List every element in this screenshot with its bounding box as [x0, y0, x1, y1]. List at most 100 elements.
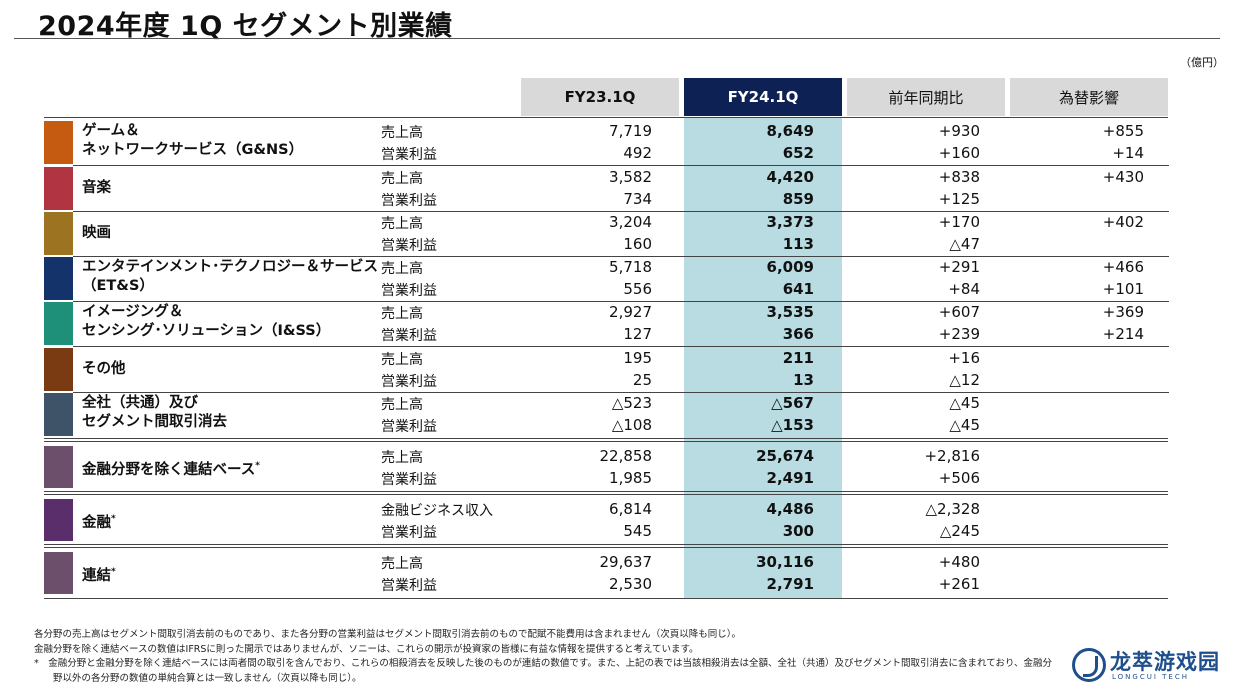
table-row: 売上高 5,718 6,009 +291 +466	[44, 256, 1168, 278]
segment-row: 映画 売上高 3,204 3,373 +170 +402 営業利益 160 113 △47	[44, 211, 1168, 256]
segment-row: 金融分野を除く連結ベース* 売上高 22,858 25,674 +2,816 営業利益 1,…	[44, 445, 1168, 489]
group-divider	[44, 117, 1168, 118]
row-label: 営業利益	[381, 578, 437, 594]
segment-row: イメージング＆ センシング･ソリューション（I&SS） 売上高 2,927 3,535 +…	[44, 301, 1168, 346]
header-fy24: FY24.1Q	[684, 78, 842, 116]
header-yoy: 前年同期比	[847, 78, 1005, 116]
segment-name-line: 映画	[82, 224, 111, 241]
row-label: 金融ビジネス収入	[381, 503, 493, 519]
yoy-value: △2,328	[925, 500, 980, 518]
footnote: * 金融分野と金融分野を除く連結ベースには両者間の取引を含んでおり、これらの相殺…	[34, 658, 1053, 669]
yoy-value: +84	[948, 280, 980, 298]
row-label: 営業利益	[381, 147, 437, 163]
fy23-value: 7,719	[609, 122, 652, 140]
table-row: 売上高 22,858 25,674 +2,816	[44, 445, 1168, 467]
segment-row: 金融* 金融ビジネス収入 6,814 4,486 △2,328 営業利益 545 300 △24…	[44, 498, 1168, 542]
segment-name: 連結*	[82, 563, 116, 586]
segment-name-line: 連結*	[82, 567, 116, 584]
table-row: 売上高 7,719 8,649 +930 +855	[44, 120, 1168, 142]
table-row: 売上高 △523 △567 △45	[44, 392, 1168, 414]
segment-name-line: 金融*	[82, 514, 116, 531]
footnote: 野以外の各分野の数値の単純合算とは一致しません（次頁以降も同じ）。	[34, 672, 362, 684]
fy23-value: 127	[623, 325, 652, 343]
yoy-value: △47	[949, 235, 980, 253]
segment-row: 連結* 売上高 29,637 30,116 +480 営業利益 2,530 2,791 +261	[44, 551, 1168, 595]
fy23-value: 1,985	[609, 469, 652, 487]
fy23-value: 5,718	[609, 258, 652, 276]
table-row: 売上高 2,927 3,535 +607 +369	[44, 301, 1168, 323]
fx-value: +369	[1102, 303, 1144, 321]
fy24-value: 4,486	[766, 500, 814, 518]
fy23-value: 556	[623, 280, 652, 298]
fy24-value: 113	[782, 235, 814, 253]
yoy-value: △45	[949, 416, 980, 434]
row-label: 営業利益	[381, 419, 437, 435]
footnote: 各分野の売上高はセグメント間取引消去前のものであり、また各分野の営業利益はセグメ…	[34, 629, 741, 640]
table-row: 売上高 3,582 4,420 +838 +430	[44, 166, 1168, 188]
row-label: 売上高	[381, 125, 423, 141]
row-label: 営業利益	[381, 374, 437, 390]
fx-value: +466	[1102, 258, 1144, 276]
row-divider	[73, 392, 1169, 393]
row-label: 売上高	[381, 216, 423, 232]
segment-color-bar	[44, 257, 73, 300]
yoy-value: +930	[938, 122, 980, 140]
yoy-value: +160	[938, 144, 980, 162]
segment-name-line: 全社（共通）及び	[82, 395, 198, 411]
segment-color-bar	[44, 121, 73, 164]
table-row: 営業利益 556 641 +84 +101	[44, 278, 1168, 300]
fy23-value: 22,858	[599, 447, 653, 465]
fy23-value: 195	[623, 349, 652, 367]
segment-name: 映画	[82, 224, 111, 243]
footnote-mark: *	[111, 567, 116, 577]
row-label: 売上高	[381, 397, 423, 413]
fy24-value: 859	[782, 190, 814, 208]
fy23-value: 160	[623, 235, 652, 253]
table-row: 営業利益 160 113 △47	[44, 233, 1168, 255]
table-row: 営業利益 492 652 +160 +14	[44, 142, 1168, 164]
fy23-value: △523	[611, 394, 652, 412]
table-row: 金融ビジネス収入 6,814 4,486 △2,328	[44, 498, 1168, 520]
segment-name-line: センシング･ソリューション（I&SS）	[82, 323, 331, 339]
table-row: 売上高 29,637 30,116 +480	[44, 551, 1168, 573]
fx-value: +214	[1102, 325, 1144, 343]
fx-value: +101	[1102, 280, 1144, 298]
table-row: 営業利益 734 859 +125	[44, 188, 1168, 210]
footnote-mark: *	[255, 461, 260, 471]
segment-color-bar	[44, 167, 73, 210]
table-row: 営業利益 545 300 △245	[44, 520, 1168, 542]
fx-value: +14	[1112, 144, 1144, 162]
yoy-value: +239	[938, 325, 980, 343]
segment-name-line: セグメント間取引消去	[82, 414, 227, 430]
fy24-value: △153	[771, 416, 814, 434]
fx-value: +855	[1102, 122, 1144, 140]
yoy-value: +125	[938, 190, 980, 208]
yoy-value: △45	[949, 394, 980, 412]
segment-color-bar	[44, 499, 73, 541]
segment-color-bar	[44, 552, 73, 594]
table-row: 売上高 195 211 +16	[44, 347, 1168, 369]
fy23-value: 734	[623, 190, 652, 208]
unit-label: （億円）	[1180, 56, 1224, 69]
fy24-value: △567	[771, 394, 814, 412]
row-label: 売上高	[381, 261, 423, 277]
fx-value: +430	[1102, 168, 1144, 186]
row-divider	[73, 301, 1169, 302]
row-label: 売上高	[381, 352, 423, 368]
segment-name-line: ネットワークサービス（G&NS）	[82, 142, 304, 158]
fy24-value: 211	[782, 349, 814, 367]
row-label: 売上高	[381, 171, 423, 187]
segment-color-bar	[44, 212, 73, 255]
yoy-value: △245	[939, 522, 980, 540]
yoy-value: +838	[938, 168, 980, 186]
page-title: 2024年度 1Q セグメント別業績	[38, 11, 453, 42]
row-label: 売上高	[381, 556, 423, 572]
group-divider	[44, 598, 1168, 599]
footnotes: 各分野の売上高はセグメント間取引消去前のものであり、また各分野の営業利益はセグメ…	[34, 628, 1052, 686]
fy23-value: 6,814	[609, 500, 652, 518]
yoy-value: +261	[938, 575, 980, 593]
fy23-value: 29,637	[599, 553, 653, 571]
header-fx: 為替影響	[1010, 78, 1168, 116]
segment-row: 全社（共通）及び セグメント間取引消去 売上高 △523 △567 △45 営業利益 △108…	[44, 392, 1168, 437]
fy23-value: 545	[623, 522, 652, 540]
